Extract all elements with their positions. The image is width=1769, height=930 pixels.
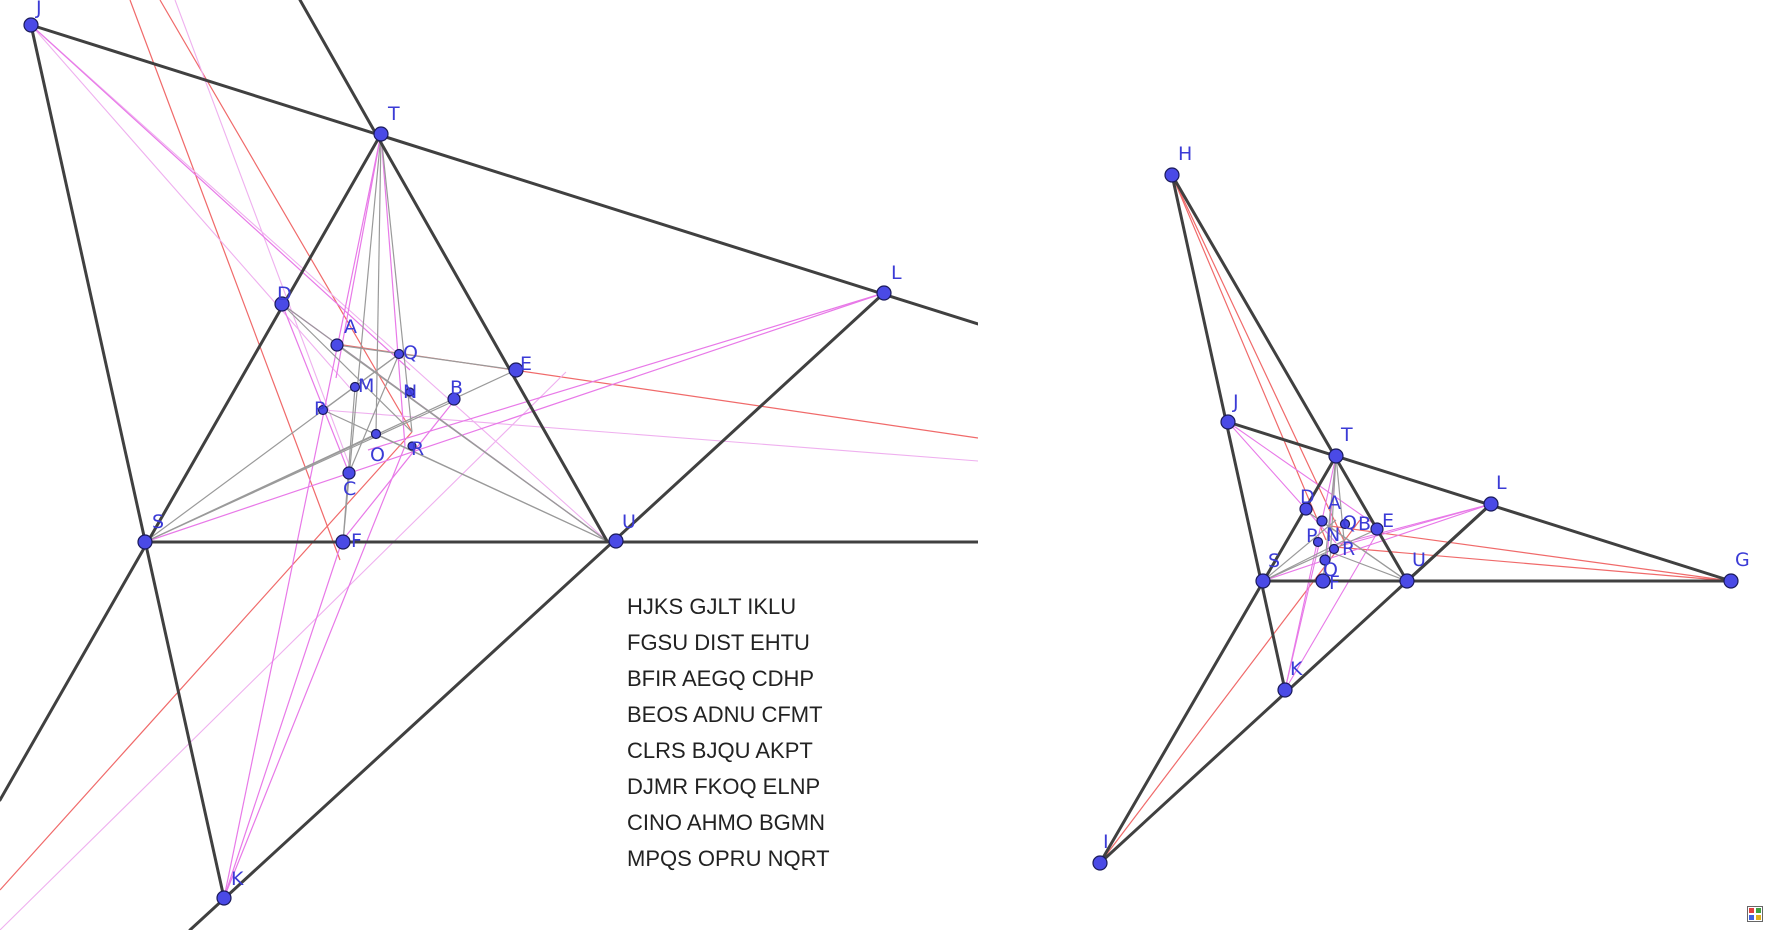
point-B[interactable] xyxy=(447,392,461,406)
quadruple-row: FGSU DIST EHTU xyxy=(627,630,810,655)
quadruple-row: HJKS GJLT IKLU xyxy=(627,594,796,619)
point-O[interactable] xyxy=(1319,554,1331,566)
left-red-lines xyxy=(0,0,978,891)
quadruple-row: MPQS OPRU NQRT xyxy=(627,846,830,871)
label-O: O xyxy=(1323,559,1338,581)
point-F[interactable] xyxy=(1315,573,1331,589)
label-J: J xyxy=(1232,391,1239,413)
label-R: R xyxy=(411,438,424,460)
point-E[interactable] xyxy=(508,362,524,378)
point-T[interactable] xyxy=(373,126,389,142)
point-J[interactable] xyxy=(1220,414,1236,430)
point-U[interactable] xyxy=(608,533,624,549)
label-H: H xyxy=(1178,143,1192,165)
left-pink-light-lines xyxy=(0,0,978,930)
label-M: M xyxy=(358,375,374,397)
label-U: U xyxy=(1412,549,1426,571)
label-T: T xyxy=(1340,424,1353,446)
point-U[interactable] xyxy=(1399,573,1415,589)
right-point-labels: H J T L D A Q B E P N R S O F U G K I xyxy=(1103,143,1750,853)
label-Q: Q xyxy=(403,342,418,364)
point-D[interactable] xyxy=(1299,502,1313,516)
point-S[interactable] xyxy=(137,534,153,550)
point-T[interactable] xyxy=(1328,448,1344,464)
point-Q[interactable] xyxy=(393,348,405,360)
point-G[interactable] xyxy=(1723,573,1739,589)
point-O[interactable] xyxy=(370,428,382,440)
quadruple-row: CINO AHMO BGMN xyxy=(627,810,825,835)
point-K[interactable] xyxy=(216,890,232,906)
label-C: C xyxy=(343,478,356,500)
label-B: B xyxy=(450,377,463,399)
label-K: K xyxy=(231,868,244,890)
right-points xyxy=(1092,167,1739,871)
left-point-labels: J T L D A Q E M N B P O R C S F U K xyxy=(35,0,902,890)
left-gray-lines xyxy=(144,133,608,543)
label-G: G xyxy=(1735,549,1750,571)
label-F: F xyxy=(351,530,362,552)
label-U: U xyxy=(622,511,636,533)
label-D: D xyxy=(1300,486,1315,508)
quadruple-list: HJKS GJLT IKLU FGSU DIST EHTU BFIR AEGQ … xyxy=(627,594,830,871)
geogebra-logo-icon xyxy=(1747,906,1763,922)
label-A: A xyxy=(344,316,357,338)
label-B: B xyxy=(1358,513,1371,535)
right-gray-lines xyxy=(1262,455,1408,582)
label-S: S xyxy=(1268,550,1280,572)
point-M[interactable] xyxy=(349,381,361,393)
point-L[interactable] xyxy=(876,285,892,301)
label-E: E xyxy=(520,353,532,375)
label-D: D xyxy=(277,283,292,305)
label-S: S xyxy=(152,511,164,533)
label-P: P xyxy=(1306,525,1317,547)
point-I[interactable] xyxy=(1092,855,1108,871)
point-S[interactable] xyxy=(1255,573,1271,589)
point-C[interactable] xyxy=(342,466,356,480)
label-J: J xyxy=(35,0,42,19)
label-P: P xyxy=(314,398,325,420)
point-Q[interactable] xyxy=(1339,518,1351,530)
point-A[interactable] xyxy=(330,338,344,352)
left-thick-lines xyxy=(0,0,978,930)
point-R[interactable] xyxy=(407,441,417,451)
label-I: I xyxy=(1103,831,1109,853)
point-L[interactable] xyxy=(1483,496,1499,512)
point-F[interactable] xyxy=(335,534,351,550)
label-L: L xyxy=(1496,472,1507,494)
point-H[interactable] xyxy=(1164,167,1180,183)
point-N[interactable] xyxy=(405,387,415,397)
quadruple-row: CLRS BJQU AKPT xyxy=(627,738,813,763)
right-thick-lines xyxy=(1098,173,1733,865)
right-pink-lines xyxy=(1227,421,1492,691)
point-J[interactable] xyxy=(23,17,39,33)
label-O: O xyxy=(370,444,385,466)
label-N: N xyxy=(403,381,417,403)
quadruple-row: BFIR AEGQ CDHP xyxy=(627,666,814,691)
point-R[interactable] xyxy=(1328,543,1340,555)
point-P[interactable] xyxy=(317,404,329,416)
left-points xyxy=(23,17,892,906)
left-pink-lines xyxy=(30,24,885,899)
point-D[interactable] xyxy=(274,296,290,312)
label-T: T xyxy=(387,103,400,125)
right-figure: H J T L D A Q B E P N R S O F U G K I xyxy=(1092,143,1750,871)
label-Q: Q xyxy=(1342,512,1357,534)
label-A: A xyxy=(1328,492,1341,514)
point-P[interactable] xyxy=(1312,536,1324,548)
label-F: F xyxy=(1329,572,1340,594)
point-K[interactable] xyxy=(1277,682,1293,698)
label-L: L xyxy=(891,262,902,284)
point-E[interactable] xyxy=(1370,522,1384,536)
label-E: E xyxy=(1382,510,1394,532)
point-A[interactable] xyxy=(1316,515,1328,527)
label-K: K xyxy=(1290,658,1303,680)
label-N: N xyxy=(1326,524,1340,546)
left-figure: J T L D A Q E M N B P O R C S F U K xyxy=(0,0,978,930)
quadruple-row: DJMR FKOQ ELNP xyxy=(627,774,820,799)
quadruple-row: BEOS ADNU CFMT xyxy=(627,702,823,727)
label-R: R xyxy=(1342,538,1355,560)
